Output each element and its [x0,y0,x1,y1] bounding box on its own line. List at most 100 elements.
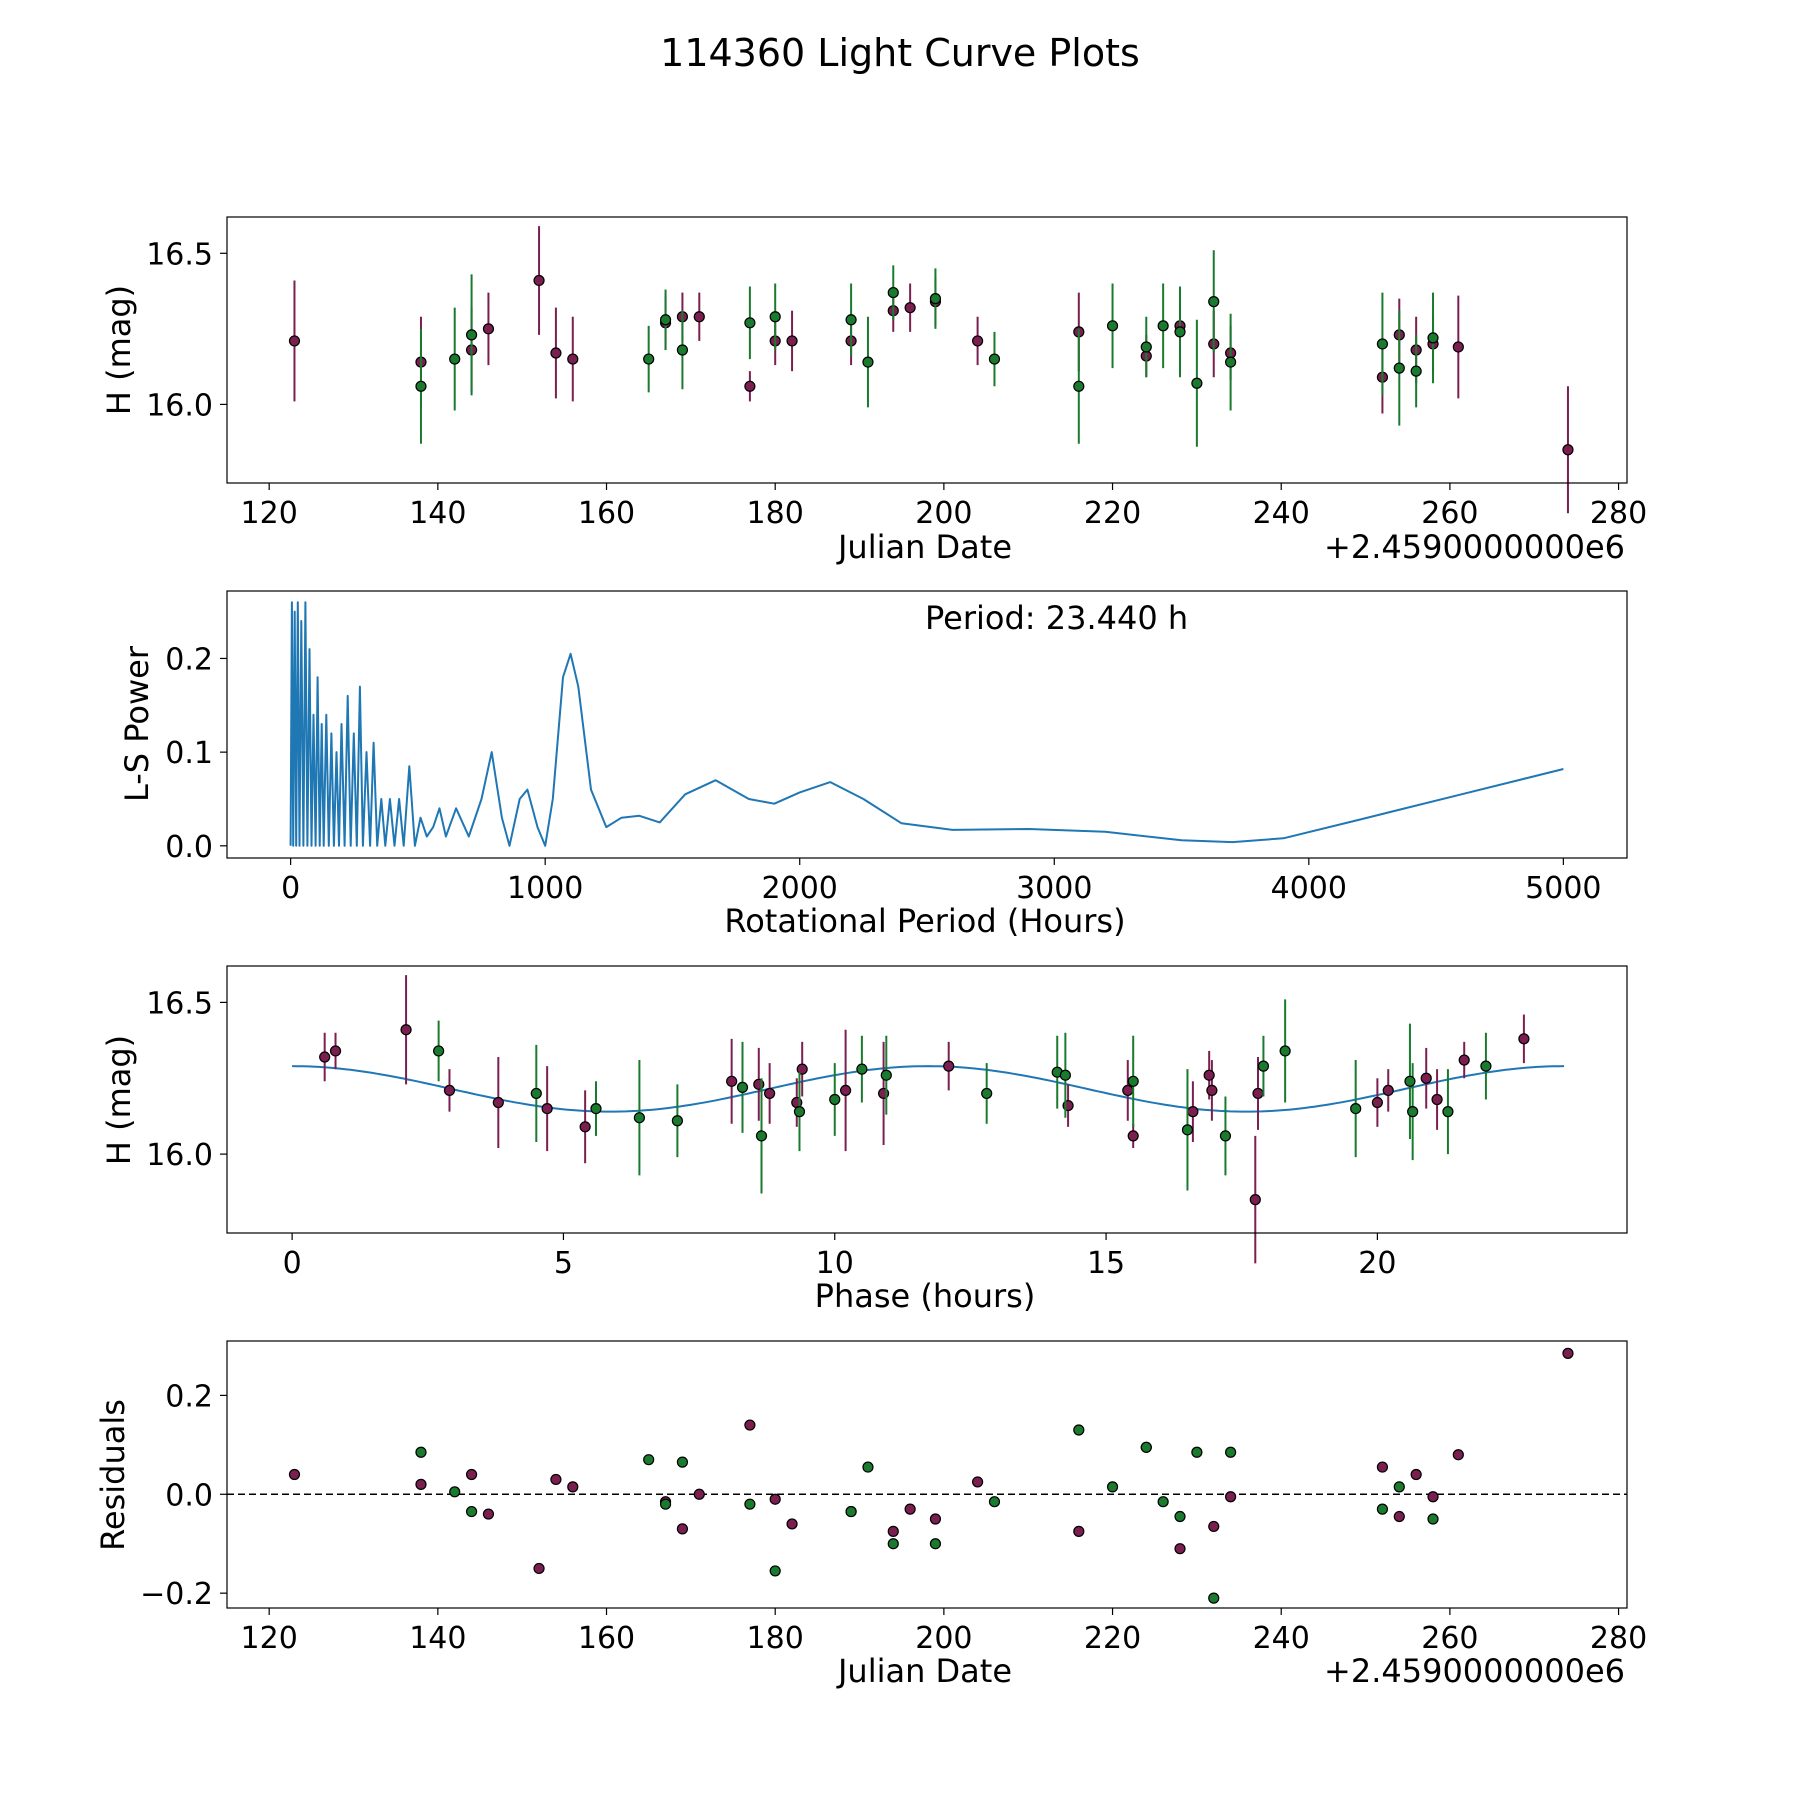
phased-data-point [1122,1084,1134,1096]
phased-data-point [1442,1106,1454,1118]
residuals-data-point [744,1419,756,1431]
residuals-data-point [1208,1520,1220,1533]
phased-data-point [943,1060,955,1072]
lightcurve-data-point [786,335,798,347]
periodogram-xtick-label: 4000 [1271,871,1347,906]
lightcurve-data-point [1174,326,1186,338]
phased-xlabel: Phase (hours) [815,1277,1036,1315]
lightcurve-frame [226,216,1628,484]
residuals-data-point [465,1468,478,1481]
residuals-ytick-label: 0.2 [165,1379,213,1414]
phased-data-point [319,1051,331,1063]
lightcurve-ticks: 120 140 160 180 200 220 240 260 280 16.0 16.5 [146,237,1647,531]
residuals-data-point [1174,1543,1186,1555]
residuals-offset-label: +2.4590000000e6 [1324,1652,1625,1690]
periodogram-frame [226,590,1628,859]
periodogram-panel: 0 1000 2000 3000 4000 5000 0.0 0.1 0.2 Period: 2… [118,590,1628,940]
lightcurve-ylabel: H (mag) [100,285,138,415]
periodogram-xtick-label: 2000 [762,871,838,906]
residuals-data-point [1106,1481,1119,1493]
residuals-xtick-label: 120 [241,1621,298,1656]
periodogram-xtick-label: 5000 [1525,871,1601,906]
residuals-data-point [769,1565,781,1577]
lightcurve-data-point [988,353,1001,365]
residuals-xtick-label: 260 [1421,1621,1478,1656]
residuals-data-point [643,1454,655,1466]
phased-data-point [1480,1060,1492,1072]
residuals-data-point [1191,1446,1203,1458]
residuals-data-point [744,1498,756,1510]
phased-xtick-label: 5 [554,1246,573,1281]
residuals-xlabel: Julian Date [836,1652,1012,1690]
lightcurve-data-point [550,347,562,359]
phased-data-point [856,1063,868,1075]
phased-data-point [492,1096,504,1109]
residuals-data-point [482,1508,495,1520]
phased-data-point [1059,1069,1071,1081]
residuals-data-point [693,1488,705,1500]
lightcurve-xtick-label: 200 [915,496,972,531]
residuals-data-point [1562,1347,1574,1359]
residuals-data-point [1427,1491,1439,1503]
residuals-data-point [533,1562,545,1575]
phased-data-point [840,1084,852,1096]
lightcurve-data-point [465,329,478,341]
phased-data-point [1203,1069,1215,1081]
periodogram-ytick-label: 0.0 [165,830,213,865]
residuals-data-point [1376,1461,1389,1473]
residuals-data-point [1410,1468,1422,1481]
phased-data-point [400,1024,412,1036]
phased-data-point [1371,1096,1383,1109]
phased-xtick-label: 20 [1358,1246,1396,1281]
phased-data-point [736,1081,749,1093]
residuals-data-point [1427,1513,1439,1525]
phased-data-point [726,1075,738,1087]
residuals-marks [227,1347,1627,1604]
phased-data-point [1407,1106,1419,1118]
phased-ytick-label: 16.0 [146,1138,213,1173]
lightcurve-data-point [449,353,461,365]
residuals-xtick-label: 240 [1253,1621,1310,1656]
phased-data-point [764,1087,776,1100]
residuals-data-point [988,1496,1001,1508]
lightcurve-ytick-label: 16.5 [146,237,213,272]
residuals-data-point [676,1523,689,1535]
phased-ylabel: H (mag) [100,1035,138,1165]
phased-xtick-label: 15 [1087,1246,1125,1281]
phased-data-point [880,1069,892,1081]
lightcurve-data-point [972,335,984,347]
residuals-ytick-label: −0.2 [140,1577,213,1612]
residuals-data-point [929,1538,942,1550]
lightcurve-data-point [659,314,672,326]
lightcurve-data-point [533,274,545,287]
lightcurve-offset-label: +2.4590000000e6 [1324,528,1625,566]
phased-data-point [1249,1194,1261,1206]
lightcurve-data-point [744,317,756,329]
phased-data-point [1127,1130,1139,1142]
periodogram-ticks: 0 1000 2000 3000 4000 5000 0.0 0.1 0.2 [165,642,1601,906]
phased-data-point [1219,1130,1232,1142]
phased-data-point [1404,1075,1416,1087]
residuals-data-point [288,1468,301,1481]
phased-xtick-label: 0 [283,1246,302,1281]
lightcurve-data-point [1225,356,1237,368]
phased-frame [226,965,1628,1234]
residuals-data-point [887,1525,899,1537]
phased-data-point [755,1130,768,1142]
lightcurve-xtick-label: 220 [1084,496,1141,531]
residuals-data-point [1393,1510,1405,1523]
lightcurve-data-point [744,380,756,392]
phased-data-point [1279,1045,1291,1057]
lightcurve-panel: 120 140 160 180 200 220 240 260 280 16.0 16.5 Juli… [100,216,1647,566]
periodogram-series-line [289,601,1564,847]
lightcurve-data-point [693,311,705,323]
lightcurve-data-point [1376,338,1389,350]
periodogram-ytick-label: 0.2 [165,642,213,677]
residuals-data-point [1225,1446,1237,1458]
residuals-data-point [1452,1449,1464,1461]
lightcurve-data-point [887,286,899,299]
periodogram-xtick-label: 3000 [1016,871,1092,906]
phased-data-point [579,1121,591,1133]
lightcurve-xtick-label: 260 [1421,496,1478,531]
residuals-data-point [845,1505,857,1518]
